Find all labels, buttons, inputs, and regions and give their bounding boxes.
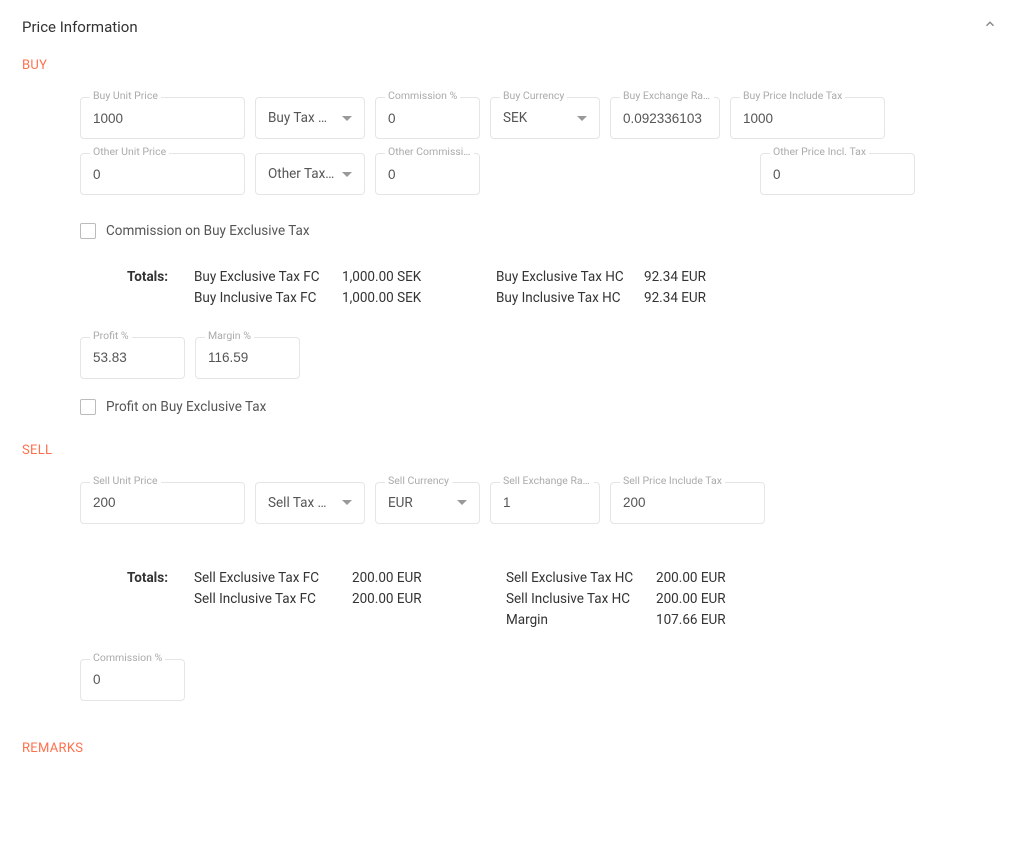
profit-buy-exclusive-row: Profit on Buy Exclusive Tax (22, 399, 999, 415)
buy-excl-fc-value: 1,000.00 SEK (342, 267, 462, 288)
buy-currency-text: SEK (503, 110, 571, 126)
spacer (490, 153, 615, 195)
sell-excl-fc-label: Sell Exclusive Tax FC (194, 568, 352, 589)
buy-excl-hc-label: Buy Exclusive Tax HC (496, 267, 644, 288)
buy-totals: Totals: Buy Exclusive Tax FC Buy Inclusi… (22, 267, 999, 309)
chevron-down-icon (342, 116, 352, 121)
sell-commission-pct-input[interactable] (80, 659, 185, 701)
sell-totals-label: Totals: (110, 568, 176, 631)
buy-totals-label: Totals: (110, 267, 176, 309)
profit-buy-exclusive-label: Profit on Buy Exclusive Tax (106, 399, 266, 415)
remarks-heading: REMARKS (22, 741, 999, 756)
sell-heading: SELL (22, 443, 999, 458)
buy-currency-select[interactable]: SEK (490, 97, 600, 139)
other-unit-price-field: Other Unit Price (80, 153, 245, 195)
buy-incl-hc-label: Buy Inclusive Tax HC (496, 288, 644, 309)
sell-totals: Totals: Sell Exclusive Tax FC Sell Inclu… (22, 568, 999, 631)
spacer (625, 153, 750, 195)
buy-excl-hc-value: 92.34 EUR (644, 267, 764, 288)
commission-pct-field: Commission % (375, 97, 480, 139)
other-tax-field: Other Tax… (255, 153, 365, 195)
sell-currency-select[interactable]: EUR (375, 482, 480, 524)
buy-tax-select[interactable]: Buy Tax … (255, 97, 365, 139)
sell-excl-hc-value: 200.00 EUR (656, 568, 776, 589)
chevron-down-icon (342, 500, 352, 505)
sell-commission-row: Commission % (22, 659, 999, 701)
commission-buy-exclusive-row: Commission on Buy Exclusive Tax (22, 223, 999, 239)
other-price-incl-tax-input[interactable] (760, 153, 915, 195)
buy-excl-fc-label: Buy Exclusive Tax FC (194, 267, 342, 288)
sell-tax-text: Sell Tax … (268, 495, 336, 511)
chevron-down-icon (577, 116, 587, 121)
profit-buy-exclusive-checkbox[interactable] (80, 399, 96, 415)
other-commission-input[interactable] (375, 153, 480, 195)
commission-buy-exclusive-checkbox[interactable] (80, 223, 96, 239)
buy-tax-field: Buy Tax … (255, 97, 365, 139)
sell-form: Sell Unit Price Sell Tax … Sell Currency… (22, 482, 999, 524)
sell-price-incl-tax-input[interactable] (610, 482, 765, 524)
chevron-down-icon (457, 500, 467, 505)
buy-incl-fc-label: Buy Inclusive Tax FC (194, 288, 342, 309)
buy-currency-field: Buy Currency SEK (490, 97, 600, 139)
sell-exchange-rate-input[interactable] (490, 482, 600, 524)
profit-pct-input[interactable] (80, 337, 185, 379)
buy-incl-hc-value: 92.34 EUR (644, 288, 764, 309)
other-commission-field: Other Commissio.. (375, 153, 480, 195)
sell-incl-fc-value: 200.00 EUR (352, 589, 472, 610)
sell-currency-text: EUR (388, 495, 451, 511)
sell-unit-price-field: Sell Unit Price (80, 482, 245, 524)
sell-incl-hc-value: 200.00 EUR (656, 589, 776, 610)
sell-excl-fc-value: 200.00 EUR (352, 568, 472, 589)
buy-unit-price-input[interactable] (80, 97, 245, 139)
margin-pct-input[interactable] (195, 337, 300, 379)
buy-heading: BUY (22, 58, 999, 73)
commission-pct-input[interactable] (375, 97, 480, 139)
collapse-icon[interactable] (983, 16, 997, 35)
sell-incl-hc-label: Sell Inclusive Tax HC (506, 589, 656, 610)
chevron-down-icon (342, 172, 352, 177)
sell-unit-price-input[interactable] (80, 482, 245, 524)
sell-excl-hc-label: Sell Exclusive Tax HC (506, 568, 656, 589)
other-unit-price-input[interactable] (80, 153, 245, 195)
sell-margin-value: 107.66 EUR (656, 610, 776, 631)
sell-price-incl-tax-field: Sell Price Include Tax (610, 482, 765, 524)
other-tax-text: Other Tax… (268, 166, 336, 182)
sell-margin-label: Margin (506, 610, 656, 631)
buy-price-incl-tax-input[interactable] (730, 97, 885, 139)
buy-incl-fc-value: 1,000.00 SEK (342, 288, 462, 309)
buy-price-incl-tax-field: Buy Price Include Tax (730, 97, 885, 139)
buy-unit-price-field: Buy Unit Price (80, 97, 245, 139)
buy-exchange-rate-field: Buy Exchange Rate (610, 97, 720, 139)
sell-exchange-rate-field: Sell Exchange Rate (490, 482, 600, 524)
commission-buy-exclusive-label: Commission on Buy Exclusive Tax (106, 223, 310, 239)
other-price-incl-tax-field: Other Price Incl. Tax (760, 153, 915, 195)
profit-margin-row: Profit % Margin % (22, 337, 999, 379)
sell-tax-field: Sell Tax … (255, 482, 365, 524)
sell-currency-field: Sell Currency EUR (375, 482, 480, 524)
section-title: Price Information (22, 18, 999, 36)
other-tax-select[interactable]: Other Tax… (255, 153, 365, 195)
sell-tax-select[interactable]: Sell Tax … (255, 482, 365, 524)
buy-exchange-rate-input[interactable] (610, 97, 720, 139)
buy-form: Buy Unit Price Buy Tax … Commission % Bu… (22, 97, 999, 195)
sell-incl-fc-label: Sell Inclusive Tax FC (194, 589, 352, 610)
buy-tax-text: Buy Tax … (268, 110, 336, 126)
